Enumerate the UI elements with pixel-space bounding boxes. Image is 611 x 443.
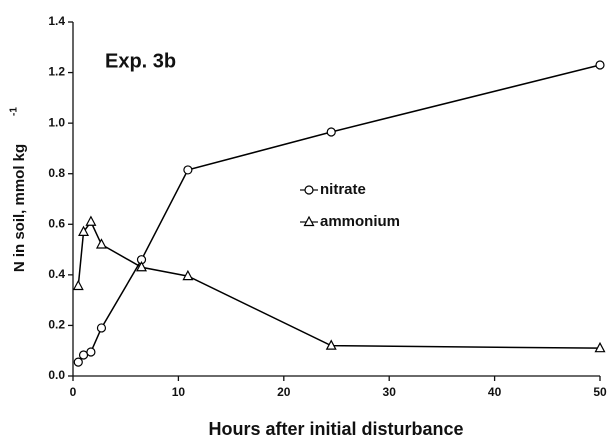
marker <box>96 323 107 333</box>
marker <box>183 165 193 175</box>
marker <box>86 347 96 357</box>
x-tick-label: 30 <box>383 385 397 399</box>
y-tick-label: 1.0 <box>48 115 65 129</box>
marker <box>85 215 97 226</box>
annotation: Exp. 3b <box>105 50 176 72</box>
legend-label: ammonium <box>320 213 400 230</box>
marker <box>182 269 194 281</box>
x-tick-label: 20 <box>277 385 291 399</box>
y-tick-label: 1.4 <box>48 14 65 28</box>
marker <box>72 279 84 291</box>
legend-marker <box>303 215 315 227</box>
y-tick-label: 0.0 <box>48 368 65 382</box>
x-tick-label: 0 <box>70 385 77 399</box>
legend-label: nitrate <box>320 181 366 198</box>
x-axis-label: Hours after initial disturbance <box>208 419 463 439</box>
y-axis-label-superscript: -1 <box>9 107 20 116</box>
y-axis-label-group: N in soil, mmol kg -1 <box>9 107 28 273</box>
marker <box>595 60 605 70</box>
y-tick-label: 0.4 <box>48 267 65 281</box>
marker <box>594 341 606 353</box>
marker <box>136 260 148 272</box>
legend-marker <box>304 185 314 195</box>
x-tick-label: 50 <box>593 385 607 399</box>
x-tick-label: 10 <box>172 385 186 399</box>
x-tick-label: 40 <box>488 385 502 399</box>
marker <box>95 238 107 249</box>
marker <box>325 339 337 350</box>
marker <box>326 127 336 137</box>
series-line <box>77 220 601 349</box>
marker <box>73 357 83 367</box>
marker <box>78 225 90 236</box>
y-tick-label: 0.8 <box>48 166 65 180</box>
y-tick-label: 0.2 <box>48 318 65 332</box>
y-axis-label: N in soil, mmol kg <box>11 144 28 272</box>
y-tick-label: 1.2 <box>48 65 65 79</box>
y-tick-label: 0.6 <box>48 216 65 230</box>
